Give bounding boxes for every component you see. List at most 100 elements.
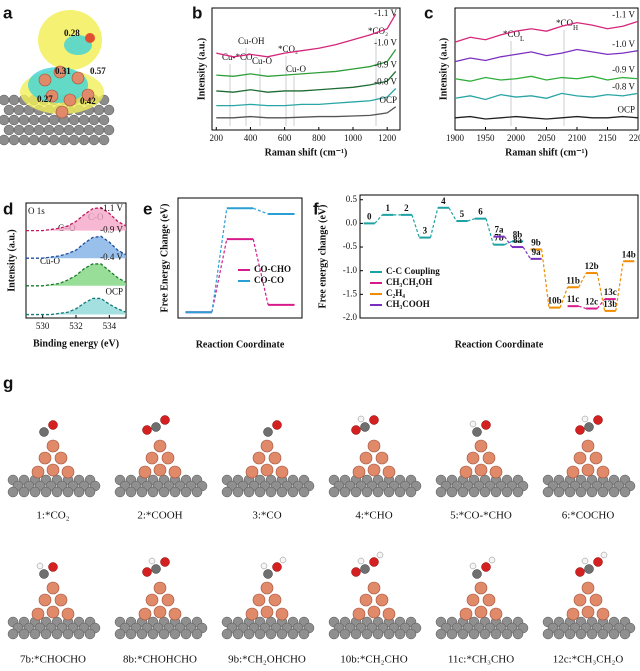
h-atom xyxy=(148,557,156,565)
h-atom xyxy=(357,415,365,423)
step-connector xyxy=(615,261,624,311)
spectrum-line xyxy=(26,206,127,232)
carbon-atom xyxy=(125,486,137,498)
o-atom xyxy=(272,562,282,572)
carbon-atom xyxy=(180,628,192,640)
carbon-atom xyxy=(51,486,63,498)
cu-atom xyxy=(489,465,503,479)
cu-atom xyxy=(53,65,67,79)
cu-atom xyxy=(153,439,167,453)
cu-atom xyxy=(153,581,167,595)
h-atom xyxy=(469,562,477,570)
o-atom xyxy=(142,425,152,435)
cu-atom xyxy=(375,593,389,607)
cu-atom xyxy=(459,465,473,479)
charge-label: 0.27 xyxy=(37,94,53,104)
x-tick-label: 1900 xyxy=(446,133,465,143)
carbon-atom xyxy=(83,124,95,136)
carbon-atom xyxy=(73,486,85,498)
carbon-atom xyxy=(553,628,565,640)
o-atom xyxy=(575,425,585,435)
series-label: -0.9 V xyxy=(374,60,397,70)
step-label: 12c xyxy=(585,297,598,307)
cu-atom xyxy=(581,605,595,619)
step-connector xyxy=(467,218,476,222)
y-axis-label: Intensity (a.u.) xyxy=(438,38,449,101)
c-atom xyxy=(472,569,482,579)
step-connector xyxy=(522,246,532,260)
annotation: Cu-O xyxy=(286,64,307,74)
carbon-atom xyxy=(48,134,60,146)
carbon-atom xyxy=(265,628,277,640)
step-label: 1 xyxy=(386,203,391,213)
x-tick-label: 400 xyxy=(244,133,258,143)
step-label: 12b xyxy=(585,261,599,271)
series-label: -0.8 V xyxy=(374,77,397,87)
structure-caption: 10b:*CH₂CHO xyxy=(340,654,407,666)
carbon-atom xyxy=(394,486,406,498)
carbon-atom xyxy=(28,114,40,126)
panel-letter: d xyxy=(3,199,13,218)
cu-atom xyxy=(482,451,496,465)
carbon-atom xyxy=(3,104,15,116)
cu-atom xyxy=(589,593,603,607)
step-label: 3 xyxy=(423,226,428,236)
carbon-atom xyxy=(8,114,20,126)
carbon-atom xyxy=(254,486,266,498)
carbon-atom xyxy=(435,628,447,640)
spectrum-line xyxy=(454,75,639,82)
carbon-atom xyxy=(328,628,340,640)
carbon-atom xyxy=(564,628,576,640)
cu-atom xyxy=(38,451,52,465)
carbon-atom xyxy=(221,486,233,498)
cu-atom xyxy=(474,463,488,477)
cu-atom xyxy=(31,465,45,479)
cu-atom xyxy=(268,593,282,607)
carbon-atom xyxy=(405,486,417,498)
carbon-atom xyxy=(287,486,299,498)
carbon-atom xyxy=(136,486,148,498)
x-tick-label: 534 xyxy=(103,321,117,331)
carbon-atom xyxy=(372,486,384,498)
carbon-atom xyxy=(287,628,299,640)
cu-atom xyxy=(245,465,259,479)
cu-atom xyxy=(375,451,389,465)
step-connector xyxy=(559,287,569,308)
cu-atom xyxy=(153,463,167,477)
c-atom xyxy=(151,564,161,574)
annotation: *CO₂ xyxy=(368,26,388,36)
spectrum-line xyxy=(26,235,127,259)
carbon-atom xyxy=(221,628,233,640)
carbon-atom xyxy=(619,486,631,498)
carbon-atom xyxy=(597,628,609,640)
plot-frame xyxy=(177,197,303,319)
y-tick-label: -1.0 xyxy=(343,265,358,275)
carbon-atom xyxy=(169,486,181,498)
carbon-atom xyxy=(13,104,25,116)
carbon-atom xyxy=(58,134,70,146)
step-connector xyxy=(252,239,269,305)
carbon-atom xyxy=(501,486,513,498)
carbon-atom xyxy=(88,114,100,126)
carbon-atom xyxy=(158,628,170,640)
density-blob xyxy=(64,35,92,55)
cu-atom xyxy=(138,465,152,479)
cu-atom xyxy=(46,581,60,595)
spectrum-line xyxy=(454,20,639,43)
carbon-atom xyxy=(619,628,631,640)
carbon-atom xyxy=(468,486,480,498)
cu-atom xyxy=(31,607,45,621)
text-sub: L xyxy=(520,35,524,43)
cu-atom xyxy=(589,451,603,465)
series-label: -1.1 V xyxy=(612,9,635,19)
carbon-atom xyxy=(51,628,63,640)
legend-label: C-C Coupling xyxy=(386,266,440,276)
cu-atom xyxy=(145,451,159,465)
c-atom xyxy=(584,422,594,432)
step-label: 8b xyxy=(513,229,523,239)
plot-frame xyxy=(211,7,401,131)
cu-atom xyxy=(46,463,60,477)
step-connector xyxy=(578,272,587,288)
carbon-atom xyxy=(0,134,10,146)
y-tick-label: -1.5 xyxy=(343,288,358,298)
